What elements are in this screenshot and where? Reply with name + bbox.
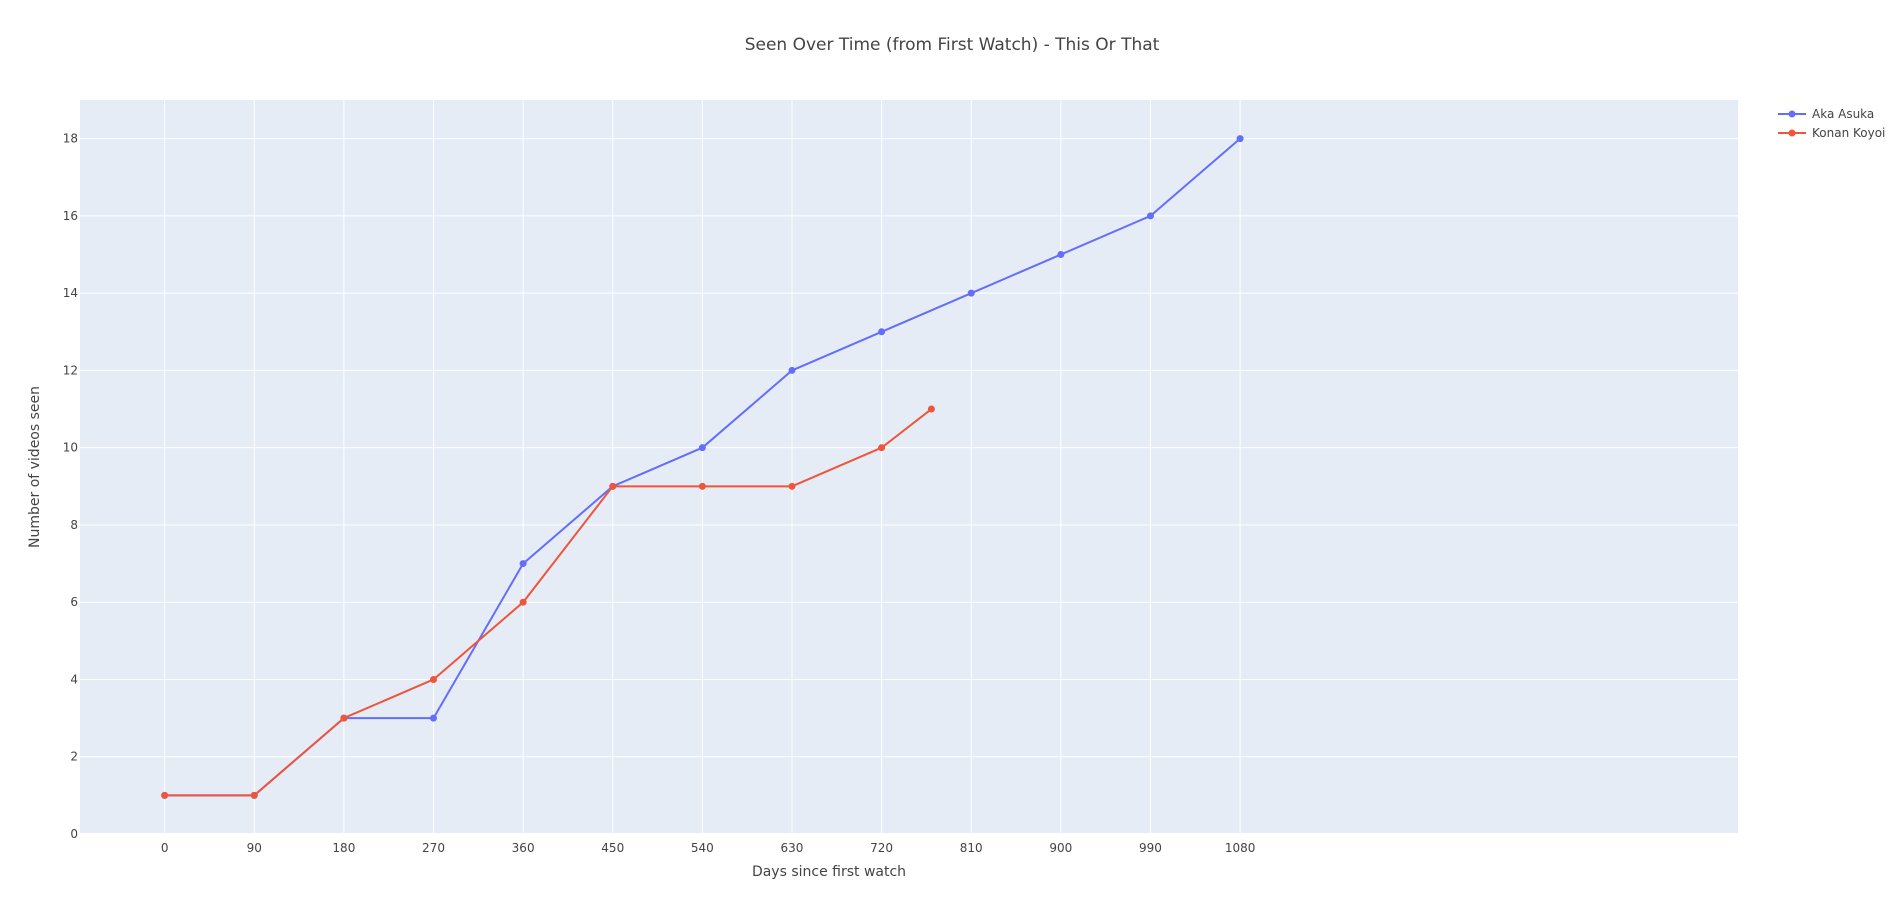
x-axis-title: Days since first watch [752, 864, 906, 880]
data-point[interactable] [430, 714, 438, 722]
legend-item[interactable]: Konan Koyoi [1778, 126, 1885, 140]
y-tick-label: 2 [70, 750, 78, 764]
data-point[interactable] [609, 482, 617, 490]
x-tick-label: 630 [781, 841, 804, 855]
chart-title: Seen Over Time (from First Watch) - This… [745, 35, 1160, 55]
x-tick-label: 540 [691, 841, 714, 855]
y-tick-label: 12 [63, 363, 78, 377]
data-point[interactable] [519, 560, 527, 568]
x-tick-label: 720 [870, 841, 893, 855]
legend-swatch-marker [1788, 110, 1796, 118]
y-tick-label: 10 [63, 441, 78, 455]
x-tick-label: 180 [332, 841, 355, 855]
data-point[interactable] [967, 289, 975, 297]
data-point[interactable] [878, 444, 886, 452]
x-tick-label: 450 [601, 841, 624, 855]
y-axis-title: Number of videos seen [27, 386, 43, 548]
y-tick-label: 8 [70, 518, 78, 532]
grid-lines [80, 100, 1738, 835]
x-tick-label: 810 [960, 841, 983, 855]
x-tick-label: 1080 [1225, 841, 1256, 855]
data-point[interactable] [519, 598, 527, 606]
data-point[interactable] [927, 405, 935, 413]
x-tick-label: 360 [512, 841, 535, 855]
data-point[interactable] [250, 791, 258, 799]
y-axis-ticks: 0 2 4 6 8 10 12 14 16 18 [63, 132, 78, 841]
y-tick-label: 16 [63, 209, 78, 223]
data-point[interactable] [430, 675, 438, 683]
data-point[interactable] [788, 482, 796, 490]
x-axis-ticks: 0 90 180 270 360 450 540 630 720 810 900 990 1080 [161, 841, 1256, 855]
series-group [161, 405, 935, 799]
data-point[interactable] [161, 791, 169, 799]
legend-item[interactable]: Aka Asuka [1778, 107, 1874, 121]
y-tick-label: 4 [70, 672, 78, 686]
data-point[interactable] [698, 444, 706, 452]
series-line [164, 408, 933, 797]
x-tick-label: 90 [247, 841, 262, 855]
data-point[interactable] [1236, 135, 1244, 143]
data-point[interactable] [340, 714, 348, 722]
data-point[interactable] [788, 366, 796, 374]
legend-label: Aka Asuka [1812, 107, 1874, 121]
data-point[interactable] [1057, 251, 1065, 259]
x-tick-label: 990 [1139, 841, 1162, 855]
data-point[interactable] [878, 328, 886, 336]
y-tick-label: 14 [63, 286, 78, 300]
x-tick-label: 0 [161, 841, 169, 855]
legend-label: Konan Koyoi [1812, 126, 1885, 140]
series-layer [161, 135, 1244, 799]
data-point[interactable] [1146, 212, 1154, 220]
y-tick-label: 6 [70, 595, 78, 609]
y-tick-label: 0 [70, 827, 78, 841]
data-point[interactable] [698, 482, 706, 490]
legend[interactable]: Aka Asuka Konan Koyoi [1778, 107, 1885, 140]
y-tick-label: 18 [63, 132, 78, 146]
x-tick-label: 270 [422, 841, 445, 855]
x-tick-label: 900 [1049, 841, 1072, 855]
legend-swatch-marker [1788, 129, 1796, 137]
plot-background [80, 100, 1738, 834]
